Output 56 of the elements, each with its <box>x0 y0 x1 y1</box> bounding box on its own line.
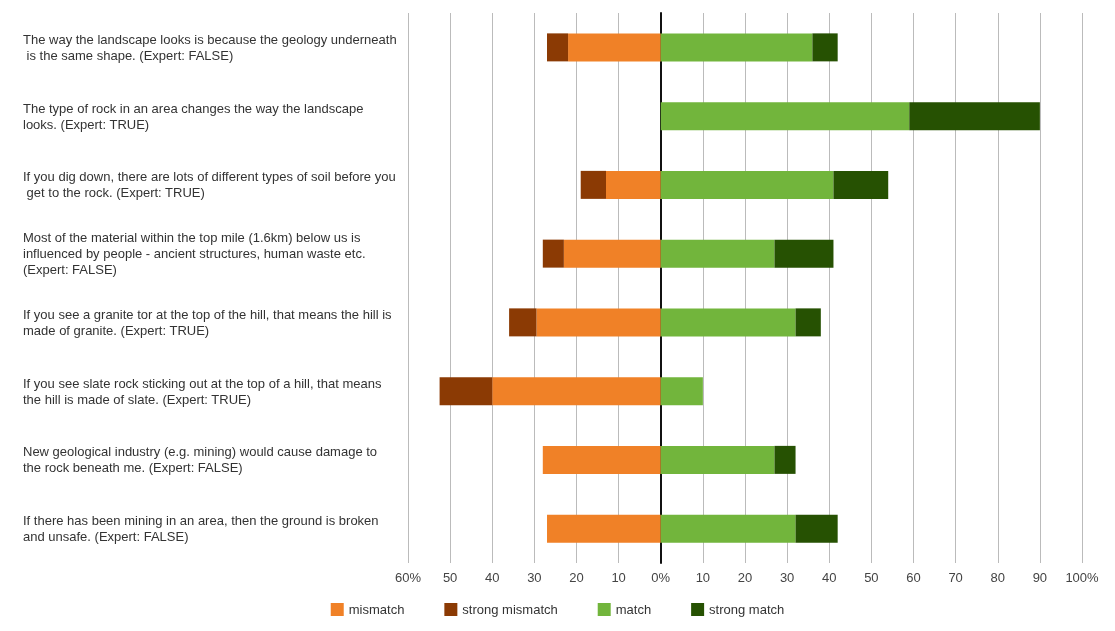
bar <box>563 239 661 268</box>
y-tick-label: New geological industry (e.g. mining) would cause damage to the rock beneath me. (Expert: FALSE) <box>23 444 381 476</box>
bar <box>660 102 910 131</box>
x-tick-label: 10 <box>611 570 626 585</box>
x-tick-label: 90 <box>1032 570 1048 585</box>
bar <box>660 377 703 406</box>
bar <box>660 239 775 268</box>
x-tick-label: 20 <box>737 570 753 585</box>
bar <box>568 33 661 62</box>
bar <box>542 445 661 474</box>
bar <box>833 170 889 199</box>
x-tick-label: 50 <box>442 570 458 585</box>
bar <box>795 514 838 543</box>
bar <box>660 170 834 199</box>
x-tick-label: 30 <box>779 570 795 585</box>
x-tick-label: 60 <box>906 570 921 585</box>
y-tick-label: If you see a granite tor at the top of the hill, that means the hill is made of granite. (Expert: TRUE) <box>23 306 396 338</box>
legend-label: strong mismatch <box>462 602 558 617</box>
x-tick-label: 70 <box>948 570 963 585</box>
bar <box>909 102 1040 131</box>
y-tick-label: If you dig down, there are lots of different types of soil before you get to the rock. (Expert: TRUE) <box>23 169 396 201</box>
x-tick-label: 60% <box>394 570 422 585</box>
y-tick-label: If you see slate rock sticking out at the top of a hill, that means the hill is made of slate. (Expert: TRUE) <box>23 375 386 407</box>
bar <box>660 445 775 474</box>
x-tick-label: 40 <box>485 570 500 585</box>
bar <box>547 33 569 62</box>
y-tick-label: If there has been mining in an area, then the ground is broken and unsafe. (Expert: FALSE) <box>23 513 383 545</box>
x-tick-label: 30 <box>527 570 542 585</box>
bar <box>542 239 564 268</box>
y-tick-label: The way the landscape looks is because the geology underneath is the same shape. (Expert: FALSE) <box>23 31 397 63</box>
bar <box>439 377 493 406</box>
x-tick-label: 10 <box>695 570 711 585</box>
bar <box>492 377 661 406</box>
bar <box>795 308 821 337</box>
x-tick-label: 50 <box>864 570 879 585</box>
x-tick-label: 40 <box>822 570 837 585</box>
bar <box>605 170 661 199</box>
y-tick-label: Most of the material within the top mile (1.6km) below us is influenced by people - ancient structures, human waste etc. (Expert: FALSE) <box>23 230 370 278</box>
legend-label: match <box>615 602 652 617</box>
legend-label: strong match <box>709 602 785 617</box>
bar <box>580 170 606 199</box>
x-tick-label: 20 <box>569 570 584 585</box>
bar <box>774 239 834 268</box>
legend-label: mismatch <box>348 602 405 617</box>
x-tick-label: 80 <box>990 570 1005 585</box>
bar <box>536 308 661 337</box>
x-tick-label: 0% <box>651 570 671 585</box>
bar <box>509 308 537 337</box>
bar <box>660 33 813 62</box>
bar <box>547 514 661 543</box>
bar <box>660 514 796 543</box>
bar <box>660 308 796 337</box>
bar <box>774 445 796 474</box>
x-tick-label: 100% <box>1065 570 1100 585</box>
bar <box>812 33 838 62</box>
y-tick-label: The type of rock in an area changes the way the landscape looks. (Expert: TRUE) <box>23 100 367 132</box>
